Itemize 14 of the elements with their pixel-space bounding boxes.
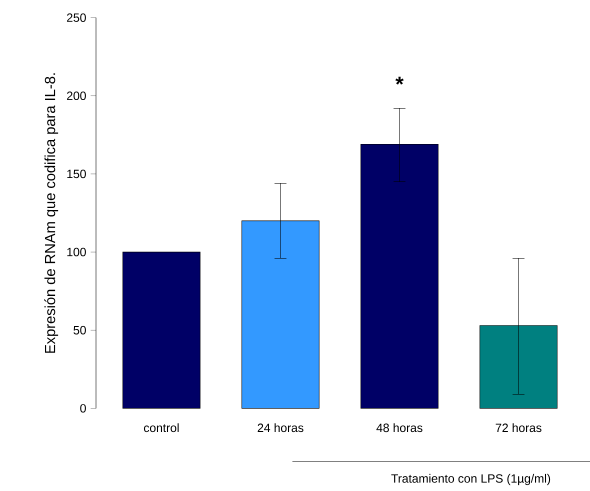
x-tick-label: 72 horas bbox=[496, 423, 542, 432]
x-tick-label: control bbox=[144, 423, 179, 432]
y-tick-label: 150 bbox=[67, 170, 86, 178]
y-tick-label: 250 bbox=[66, 13, 86, 22]
y-tick-label: 100 bbox=[67, 248, 86, 256]
x-tick-label: 48 horas bbox=[376, 423, 422, 432]
annotation: * bbox=[395, 76, 404, 85]
bar bbox=[122, 252, 200, 409]
y-axis-title: Expresión de RNAm que codifica para IL-8. bbox=[44, 73, 58, 353]
text: Tratamiento con LPS (1µg/ml) bbox=[391, 474, 550, 486]
y-tick-label: 50 bbox=[74, 326, 86, 334]
y-tick-label: 200 bbox=[66, 92, 86, 100]
y-tick-label: 0 bbox=[80, 404, 86, 413]
x-tick-label: 24 horas bbox=[258, 423, 304, 432]
